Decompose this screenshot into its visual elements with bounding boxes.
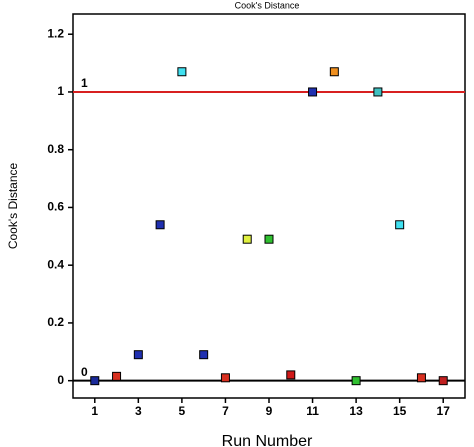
x-tick-label: 15 — [393, 404, 407, 418]
point — [373, 87, 383, 97]
point — [395, 220, 405, 230]
y-tick-label: 0.2 — [47, 315, 64, 329]
x-tick-label: 17 — [437, 404, 451, 418]
y-tick-label: 0.8 — [47, 142, 64, 156]
reference-label: 0 — [81, 365, 88, 379]
y-tick-label: 1 — [57, 84, 64, 98]
point — [264, 234, 274, 244]
x-tick-label: 7 — [222, 404, 229, 418]
y-tick-label: 0.4 — [47, 257, 64, 271]
point — [133, 350, 143, 360]
x-tick-label: 3 — [135, 404, 142, 418]
point — [199, 350, 209, 360]
plot-frame — [72, 13, 466, 399]
x-tick-label: 1 — [91, 404, 98, 418]
reference-label: 1 — [81, 76, 88, 90]
point — [308, 87, 318, 97]
point — [351, 376, 361, 386]
point — [329, 67, 339, 77]
point — [155, 220, 165, 230]
x-tick-label: 11 — [306, 404, 319, 418]
point — [286, 370, 296, 380]
point — [177, 67, 187, 77]
point — [90, 376, 100, 386]
point — [242, 234, 252, 244]
y-tick-label: 0 — [57, 373, 64, 387]
x-axis-label: Run Number — [222, 433, 313, 447]
y-axis-label: Cook's Distance — [6, 163, 20, 250]
chart-title: Cook's Distance — [235, 0, 300, 10]
point — [416, 373, 426, 383]
x-tick-label: 9 — [266, 404, 273, 418]
point — [438, 376, 448, 386]
x-tick-label: 5 — [179, 404, 186, 418]
y-tick-label: 1.2 — [47, 26, 64, 40]
x-tick-label: 13 — [349, 404, 363, 418]
y-tick-label: 0.6 — [47, 200, 64, 214]
point — [220, 373, 230, 383]
point — [112, 371, 122, 381]
